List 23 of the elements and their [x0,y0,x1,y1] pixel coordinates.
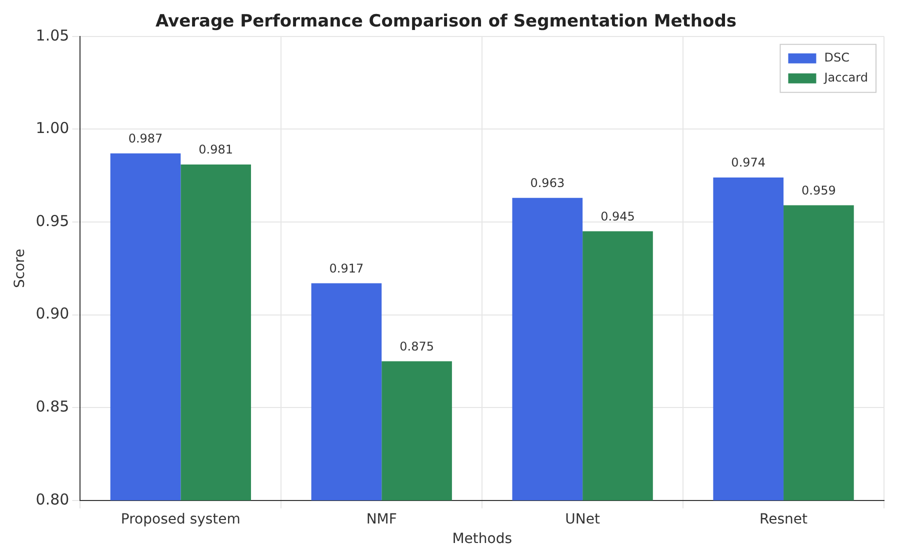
data-label: 0.875 [400,339,434,354]
data-label: 0.963 [530,176,565,190]
y-tick-label: 0.90 [36,304,70,323]
legend-label: DSC [824,50,850,65]
data-label: 0.987 [128,131,163,146]
chart-title: Average Performance Comparison of Segmentation Methods [156,12,736,32]
data-label: 0.945 [600,209,635,224]
data-label: 0.917 [329,261,364,276]
x-axis-title: Methods [452,531,512,548]
x-tick-label: NMF [366,511,397,528]
data-label: 0.974 [731,156,766,170]
x-tick-label: Resnet [760,511,808,528]
y-tick-label: 0.80 [36,490,70,508]
y-tick-label: 0.95 [36,212,70,230]
data-label: 0.959 [802,183,836,198]
data-label: 0.981 [198,142,234,157]
x-tick-label: UNet [565,511,600,528]
y-tick-label: 1.00 [36,119,70,138]
y-tick-label: 1.05 [36,26,70,44]
legend-label: Jaccard [823,70,868,85]
y-tick-label: 0.85 [36,397,70,416]
x-tick-label: Proposed system [120,511,240,528]
y-axis-title: Score [12,248,28,288]
